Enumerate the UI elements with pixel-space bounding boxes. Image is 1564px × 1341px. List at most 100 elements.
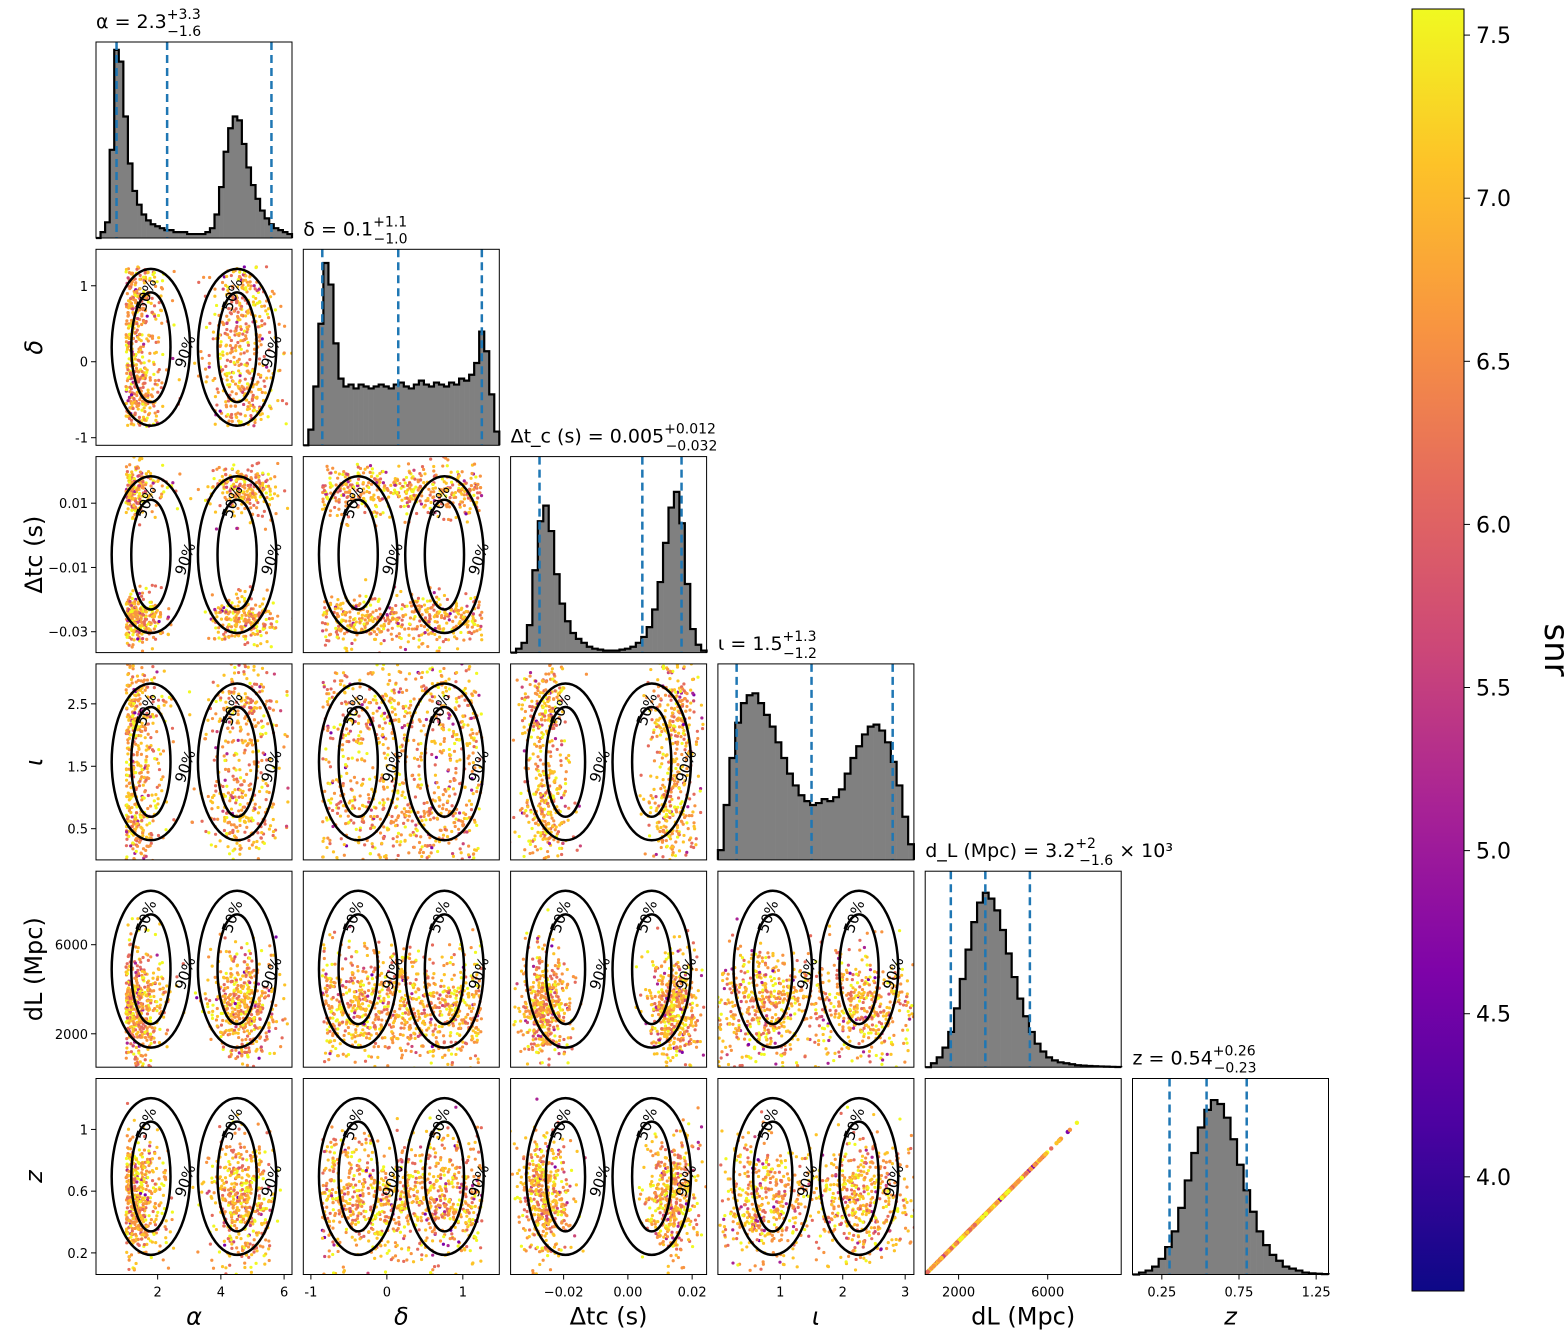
scatter-point: [159, 585, 163, 590]
scatter-point: [166, 615, 170, 619]
scatter-point: [420, 613, 424, 617]
scatter-point: [258, 300, 262, 304]
scatter-point: [137, 415, 142, 419]
scatter-point: [453, 820, 457, 825]
scatter-point: [405, 501, 409, 505]
scatter-point: [338, 682, 343, 686]
scatter-point: [234, 412, 238, 416]
scatter-point: [426, 644, 430, 649]
scatter-point: [152, 275, 157, 279]
scatter-point: [130, 470, 134, 474]
scatter-point: [385, 785, 389, 789]
panel-frame: [510, 456, 708, 654]
scatter-point: [358, 602, 362, 606]
scatter-point: [138, 277, 142, 281]
hist-bar: [1046, 1057, 1053, 1068]
scatter-point: [340, 512, 344, 517]
scatter-point: [349, 779, 353, 783]
scatter-point: [358, 495, 362, 499]
scatter-point: [426, 496, 430, 501]
scatter-point: [244, 634, 248, 638]
scatter-point: [325, 687, 329, 692]
hist-bar: [182, 232, 188, 238]
scatter-point: [437, 624, 441, 629]
hist-bar: [328, 284, 334, 446]
scatter-point: [272, 672, 276, 676]
scatter-point: [390, 606, 394, 611]
scatter-point: [332, 725, 336, 729]
scatter-point: [395, 593, 399, 598]
scatter-point: [378, 855, 382, 860]
scatter-point: [140, 826, 144, 831]
scatter-point: [471, 760, 475, 765]
scatter-point: [415, 511, 419, 516]
scatter-point: [249, 660, 252, 663]
scatter-point: [407, 627, 411, 631]
scatter-point: [261, 778, 265, 782]
scatter-point: [124, 844, 129, 848]
scatter-point: [320, 621, 325, 625]
scatter-point: [467, 667, 471, 671]
scatter-point: [325, 609, 329, 613]
scatter-point: [251, 294, 255, 299]
scatter-point: [249, 612, 253, 616]
scatter-point: [143, 410, 147, 414]
scatter-point: [398, 782, 402, 787]
scatter-point: [262, 354, 266, 359]
scatter-point: [125, 833, 129, 837]
scatter-point: [124, 388, 129, 392]
scatter-point: [158, 615, 163, 619]
scatter-point: [336, 614, 341, 619]
hist-bar: [378, 384, 385, 446]
scatter-point: [243, 314, 248, 318]
scatter-point: [369, 474, 374, 479]
scatter-point: [286, 786, 290, 790]
scatter-point: [452, 626, 456, 630]
scatter-point: [266, 415, 270, 419]
scatter-point: [249, 469, 253, 473]
scatter-point: [361, 777, 365, 781]
scatter-point: [144, 586, 148, 590]
scatter-point: [347, 718, 351, 722]
scatter-point: [436, 849, 440, 854]
scatter-point: [432, 816, 436, 820]
hist-bar: [752, 693, 759, 860]
scatter-point: [264, 731, 268, 735]
scatter-point: [220, 474, 224, 479]
scatter-point: [406, 818, 410, 822]
scatter-point: [227, 307, 231, 311]
scatter-point: [143, 271, 147, 275]
scatter-point: [445, 464, 449, 468]
scatter-point: [129, 786, 133, 790]
scatter-point: [213, 395, 218, 399]
scatter-point: [138, 377, 142, 381]
scatter-point: [335, 856, 339, 860]
scatter-point: [150, 296, 154, 300]
scatter-point: [220, 604, 224, 608]
scatter-point: [224, 467, 228, 471]
scatter-point: [248, 521, 252, 525]
scatter-point: [379, 714, 384, 718]
scatter-point: [476, 606, 480, 610]
scatter-point: [383, 484, 387, 488]
scatter-point: [254, 613, 258, 618]
scatter-point: [133, 384, 137, 389]
scatter-point: [442, 694, 446, 698]
panel-title-dtc: Δt_c (s) = 0.005+0.012 −0.032: [511, 422, 718, 455]
scatter-point: [262, 509, 266, 514]
scatter-point: [461, 725, 465, 729]
hist-bar: [494, 431, 500, 446]
hist-bar: [570, 633, 577, 653]
scatter-point: [333, 470, 338, 474]
scatter-point: [199, 349, 203, 354]
scatter-point: [142, 418, 147, 422]
scatter-point: [245, 382, 250, 386]
scatter-point: [234, 700, 239, 704]
scatter-point: [422, 801, 426, 805]
scatter-point: [437, 496, 441, 500]
scatter-point: [223, 331, 227, 335]
scatter-point: [156, 479, 160, 483]
scatter-point: [241, 789, 245, 793]
scatter-point: [225, 327, 229, 332]
scatter-point: [382, 855, 387, 859]
